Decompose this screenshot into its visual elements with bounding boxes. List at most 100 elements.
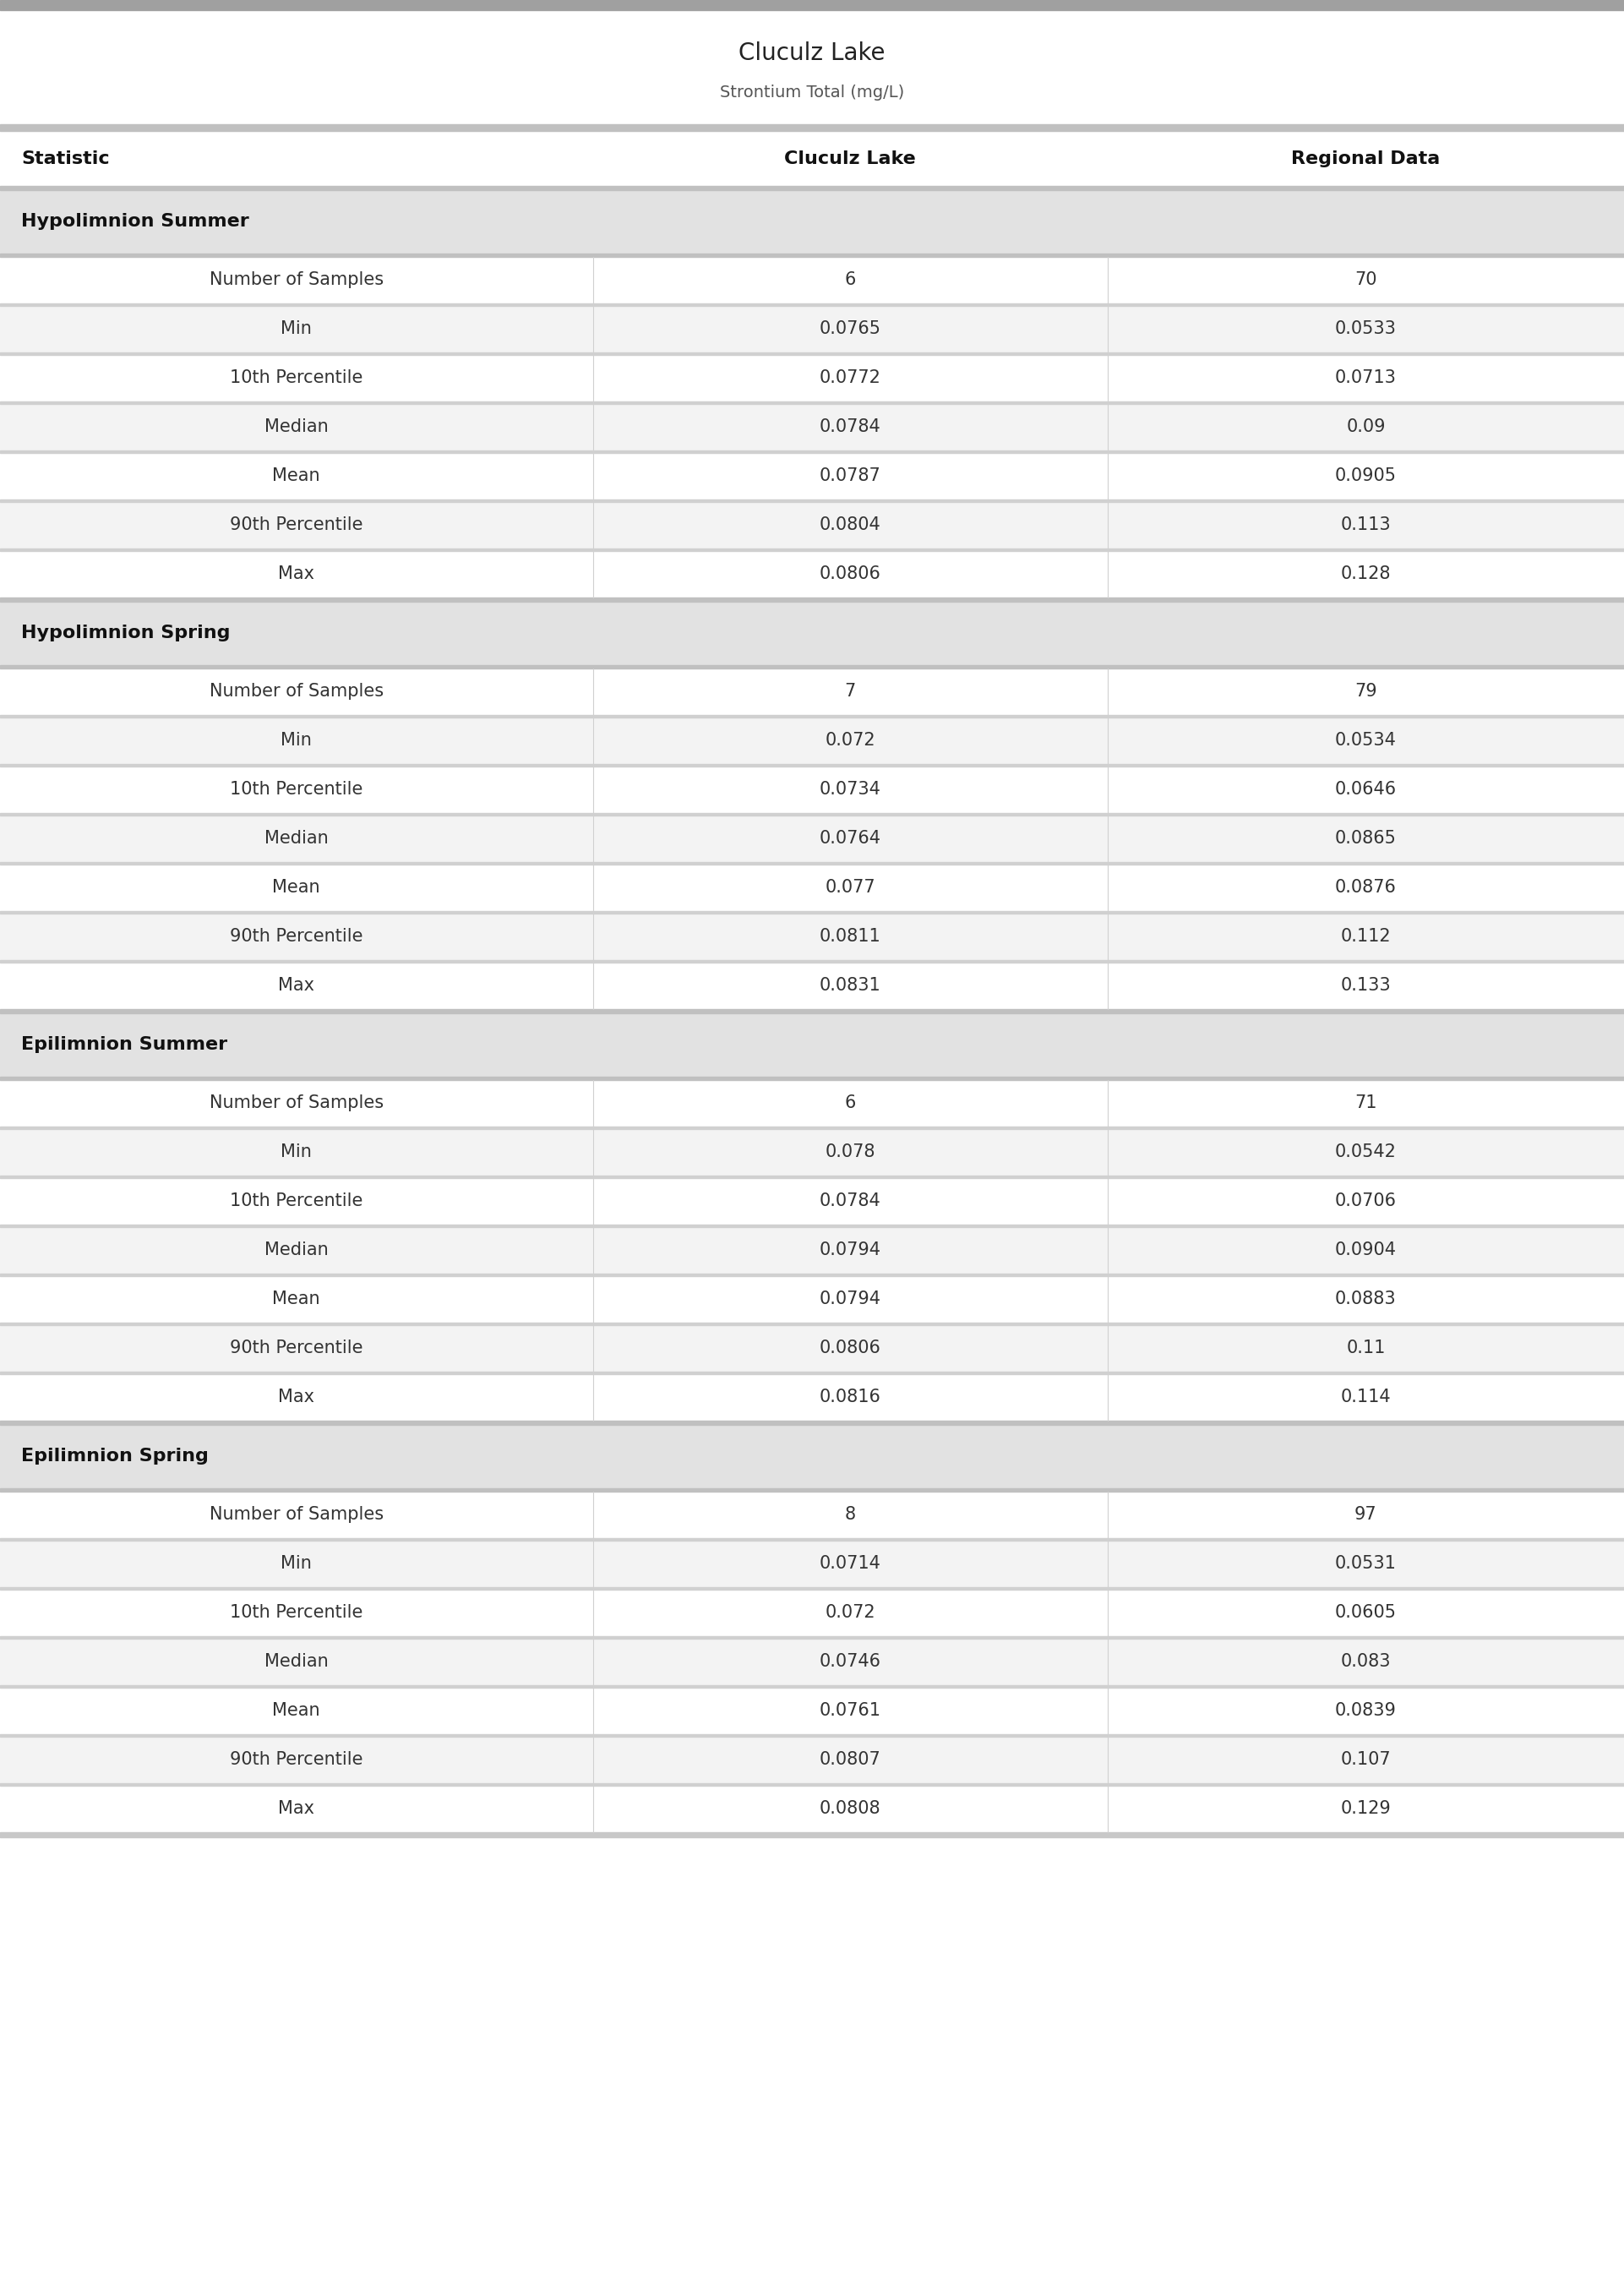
Bar (0, 1326, 1624, 1371)
Text: 0.0808: 0.0808 (820, 1800, 880, 1818)
Bar (0, 404, 1624, 449)
Text: Mean: Mean (273, 878, 320, 897)
Bar (0, 306, 1624, 352)
Text: 0.0883: 0.0883 (1335, 1292, 1397, 1308)
Bar (0, 499, 1624, 502)
Text: 6: 6 (844, 1094, 856, 1112)
Text: 0.113: 0.113 (1340, 518, 1392, 533)
Text: 0.112: 0.112 (1340, 928, 1392, 944)
Text: 90th Percentile: 90th Percentile (231, 1752, 362, 1768)
Text: 0.0534: 0.0534 (1335, 733, 1397, 749)
Text: 0.0706: 0.0706 (1335, 1192, 1397, 1210)
Text: Max: Max (278, 976, 315, 994)
Text: 0.0905: 0.0905 (1335, 468, 1397, 484)
Bar (0, 452, 1624, 499)
Bar (0, 402, 1624, 404)
Text: 0.0876: 0.0876 (1335, 878, 1397, 897)
Bar (0, 1687, 1624, 1734)
Text: 0.0605: 0.0605 (1335, 1605, 1397, 1621)
Text: 0.0761: 0.0761 (820, 1702, 880, 1718)
Text: 0.0904: 0.0904 (1335, 1242, 1397, 1258)
Bar (0, 1426, 1624, 1489)
Text: 0.072: 0.072 (825, 733, 875, 749)
Text: 0.107: 0.107 (1340, 1752, 1392, 1768)
Text: 0.0713: 0.0713 (1335, 370, 1397, 386)
Bar (0, 1639, 1624, 1684)
Bar (0, 1541, 1624, 1587)
Bar (0, 1008, 1624, 1012)
Bar (0, 1832, 1624, 1836)
Bar (0, 1539, 1624, 1541)
Text: 79: 79 (1354, 683, 1377, 699)
Text: Mean: Mean (273, 1292, 320, 1308)
Text: 0.0772: 0.0772 (820, 370, 880, 386)
Text: 0.0794: 0.0794 (820, 1292, 880, 1308)
Bar (0, 767, 1624, 813)
Bar (0, 1126, 1624, 1128)
Text: 0.0831: 0.0831 (820, 976, 880, 994)
Bar (0, 1371, 1624, 1373)
Text: Hypolimnion Spring: Hypolimnion Spring (21, 624, 231, 642)
Bar (0, 1637, 1624, 1639)
Bar (0, 863, 1624, 865)
Text: 0.0784: 0.0784 (820, 418, 880, 436)
Text: Hypolimnion Summer: Hypolimnion Summer (21, 213, 248, 229)
Bar (0, 1491, 1624, 1539)
Text: Cluculz Lake: Cluculz Lake (784, 150, 916, 168)
Bar (0, 815, 1624, 863)
Text: Number of Samples: Number of Samples (209, 1094, 383, 1112)
Bar (0, 763, 1624, 767)
Bar (0, 9, 1624, 125)
Bar (0, 960, 1624, 962)
Text: Statistic: Statistic (21, 150, 109, 168)
Bar (0, 502, 1624, 549)
Bar (0, 1128, 1624, 1176)
Bar (0, 1323, 1624, 1326)
Bar (0, 352, 1624, 354)
Text: 0.0806: 0.0806 (820, 1339, 880, 1357)
Bar (0, 186, 1624, 191)
Text: 0.0865: 0.0865 (1335, 831, 1397, 847)
Bar (0, 1782, 1624, 1786)
Bar (0, 962, 1624, 1008)
Text: 97: 97 (1354, 1507, 1377, 1523)
Bar (0, 1228, 1624, 1273)
Text: 0.11: 0.11 (1346, 1339, 1385, 1357)
Bar (0, 304, 1624, 306)
Text: 0.083: 0.083 (1341, 1653, 1390, 1671)
Bar (0, 1076, 1624, 1081)
Text: 0.0784: 0.0784 (820, 1192, 880, 1210)
Text: 0.129: 0.129 (1340, 1800, 1392, 1818)
Bar (0, 254, 1624, 257)
Text: Epilimnion Summer: Epilimnion Summer (21, 1037, 227, 1053)
Bar (0, 910, 1624, 913)
Text: Median: Median (265, 1242, 328, 1258)
Text: 0.078: 0.078 (825, 1144, 875, 1160)
Text: 0.133: 0.133 (1340, 976, 1392, 994)
Text: 0.0531: 0.0531 (1335, 1555, 1397, 1573)
Bar (0, 125, 1624, 132)
Bar (0, 913, 1624, 960)
Text: Min: Min (281, 1144, 312, 1160)
Text: 8: 8 (844, 1507, 856, 1523)
Text: 10th Percentile: 10th Percentile (231, 370, 362, 386)
Text: 0.072: 0.072 (825, 1605, 875, 1621)
Text: 0.077: 0.077 (825, 878, 875, 897)
Bar (0, 1587, 1624, 1589)
Text: 10th Percentile: 10th Percentile (231, 781, 362, 799)
Bar (0, 715, 1624, 717)
Text: Min: Min (281, 733, 312, 749)
Text: 90th Percentile: 90th Percentile (231, 518, 362, 533)
Bar (0, 549, 1624, 552)
Text: Max: Max (278, 1800, 315, 1818)
Text: Number of Samples: Number of Samples (209, 272, 383, 288)
Text: 10th Percentile: 10th Percentile (231, 1192, 362, 1210)
Bar (0, 257, 1624, 304)
Bar (0, 1273, 1624, 1276)
Text: 0.0787: 0.0787 (820, 468, 880, 484)
Text: 0.0806: 0.0806 (820, 565, 880, 583)
Text: 0.0734: 0.0734 (820, 781, 880, 799)
Bar (0, 813, 1624, 815)
Text: Epilimnion Spring: Epilimnion Spring (21, 1448, 208, 1464)
Text: Mean: Mean (273, 1702, 320, 1718)
